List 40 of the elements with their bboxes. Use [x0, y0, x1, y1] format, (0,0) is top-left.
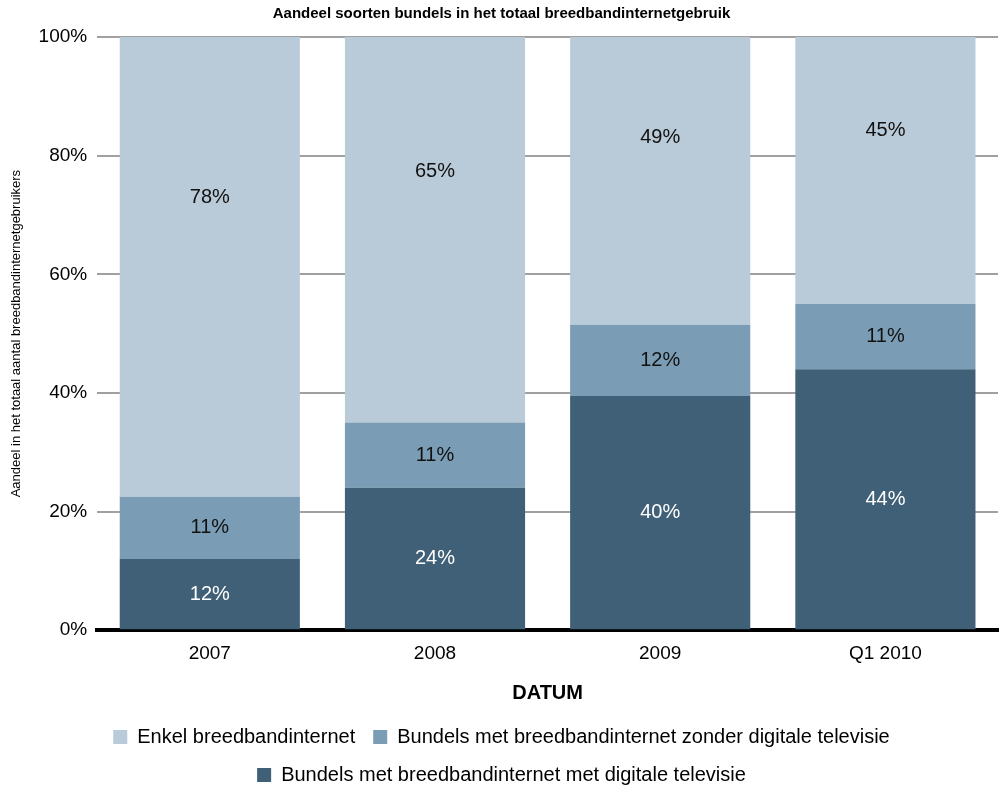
y-tick-label: 40%: [49, 381, 88, 403]
chart-title: Aandeel soorten bundels in het totaal breedbandinternetgebruik: [272, 4, 731, 22]
y-tick-label: 60%: [49, 262, 88, 284]
bar: [570, 324, 751, 396]
legend-label: Bundels met breedbandinternet met digitale televisie: [281, 762, 746, 785]
x-tick-label: Q1 2010: [848, 641, 922, 663]
bar: [119, 559, 300, 630]
data-label: 45%: [865, 117, 906, 140]
bar: [119, 496, 300, 560]
bar: [344, 487, 526, 630]
bar: [795, 369, 976, 630]
y-tick-label: 100%: [38, 25, 88, 47]
bar: [119, 37, 300, 497]
x-tick-label: 2008: [413, 641, 457, 663]
data-label: 11%: [190, 515, 230, 538]
y-axis-title: Aandeel in het totaal aantal breedbandinternetgebruikers: [8, 169, 24, 498]
bar: [795, 37, 976, 304]
x-tick-label: 2007: [188, 641, 231, 663]
data-label: 65%: [414, 159, 456, 182]
data-label: 24%: [414, 546, 456, 569]
x-axis-title: DATUM: [512, 680, 583, 703]
legend-label: Enkel breedbandinternet: [137, 724, 356, 747]
data-label: 12%: [640, 347, 681, 370]
x-tick-label: 2009: [639, 641, 682, 663]
y-tick-label: 80%: [49, 143, 88, 165]
data-label: 11%: [866, 324, 905, 347]
data-label: 78%: [189, 185, 231, 208]
data-label: 49%: [640, 125, 681, 148]
bar: [795, 303, 976, 370]
bar: [570, 37, 751, 325]
bar: [570, 395, 751, 630]
data-label: 12%: [189, 581, 231, 604]
data-label: 11%: [415, 442, 455, 465]
bar: [344, 37, 526, 423]
bar: [344, 422, 526, 488]
legend-label: Bundels met breedbandinternet zonder digitale televisie: [397, 724, 890, 747]
data-label: 44%: [865, 486, 906, 509]
y-tick-label: 20%: [49, 499, 88, 521]
data-label: 40%: [640, 500, 681, 523]
y-tick-label: 0%: [59, 618, 88, 640]
